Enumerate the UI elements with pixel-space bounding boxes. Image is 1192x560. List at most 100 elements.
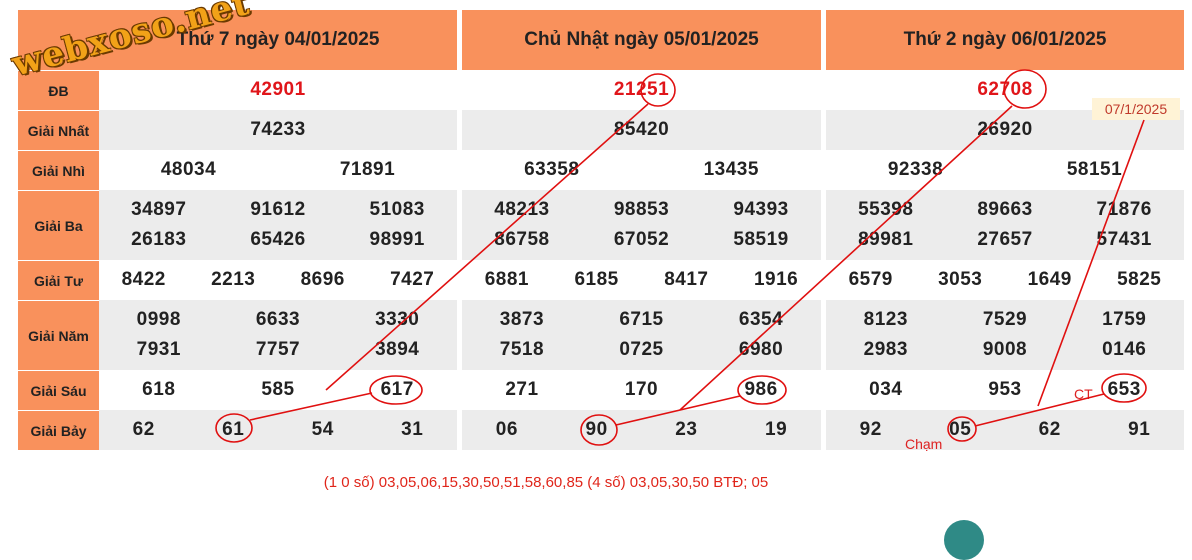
fifth-prize-number: 7931 <box>136 339 181 360</box>
fourth-prize-number: 6881 <box>484 269 530 290</box>
seventh-prize-number: 92 <box>859 419 882 440</box>
day-header: Thứ 2 ngày 06/01/2025 <box>826 10 1184 70</box>
second-prize-number: 13435 <box>703 159 759 180</box>
prize-label: Giải Nhì <box>18 150 99 190</box>
special-prize-number: 62708 <box>977 79 1033 100</box>
fifth-prize-number: 7757 <box>255 339 301 360</box>
fifth-prize-number: 6980 <box>738 339 784 360</box>
prediction-footer: (1 0 số) 03,05,06,15,30,50,51,58,60,85 (… <box>323 474 769 491</box>
third-prize-number: 86758 <box>494 229 550 250</box>
date-note: 07/1/2025 <box>1092 98 1180 120</box>
third-prize-number: 71876 <box>1096 199 1152 220</box>
fifth-prize-number: 6715 <box>619 309 664 330</box>
prize-label: Giải Nhất <box>18 110 99 150</box>
second-prize-number: 63358 <box>524 159 580 180</box>
seventh-prize-number: 23 <box>675 419 698 440</box>
first-prize-number: 85420 <box>613 119 670 140</box>
sixth-prize-number: 170 <box>624 379 659 400</box>
seventh-prize-number: 61 <box>222 419 245 440</box>
seventh-prize-number: 62 <box>1038 419 1061 440</box>
second-prize-number: 48034 <box>160 159 217 180</box>
fifth-prize-number: 9008 <box>982 339 1028 360</box>
fourth-prize-number: 8417 <box>664 269 709 290</box>
sixth-prize-number: 617 <box>380 379 414 400</box>
seventh-prize-number: 54 <box>311 419 334 440</box>
prize-label: Giải Ba <box>18 190 99 260</box>
fifth-prize-number: 3894 <box>375 339 420 360</box>
sixth-prize-number: 271 <box>505 379 539 400</box>
third-prize-number: 67052 <box>613 229 670 250</box>
prize-row-bg <box>99 150 457 190</box>
sixth-prize-number: 953 <box>988 379 1022 400</box>
first-prize-number: 74233 <box>250 119 306 140</box>
third-prize-number: 51083 <box>369 199 425 220</box>
seventh-prize-number: 62 <box>132 419 155 440</box>
fifth-prize-number: 6354 <box>738 309 784 330</box>
fifth-prize-number: 0725 <box>619 339 664 360</box>
special-prize-number: 21251 <box>613 79 670 100</box>
prize-label: Giải Năm <box>18 300 99 370</box>
fifth-prize-number: 3873 <box>499 309 545 330</box>
fourth-prize-number: 8696 <box>300 269 345 290</box>
third-prize-number: 89981 <box>858 229 914 250</box>
prize-label: Giải Sáu <box>18 370 99 410</box>
ct-label: CT <box>1074 386 1093 402</box>
prize-row-bg <box>462 150 821 190</box>
third-prize-number: 34897 <box>131 199 187 220</box>
fourth-prize-number: 6185 <box>574 269 619 290</box>
second-prize-number: 92338 <box>887 159 944 180</box>
fifth-prize-number: 7518 <box>499 339 545 360</box>
fifth-prize-number: 8123 <box>863 309 908 330</box>
prize-row-bg <box>826 150 1184 190</box>
day-header: Thứ 7 ngày 04/01/2025 <box>99 10 457 70</box>
third-prize-number: 91612 <box>250 199 306 220</box>
fifth-prize-number: 7529 <box>982 309 1028 330</box>
fifth-prize-number: 2983 <box>863 339 908 360</box>
day-header: Chủ Nhật ngày 05/01/2025 <box>462 10 821 70</box>
fifth-prize-number: 1759 <box>1102 309 1147 330</box>
prize-label: ĐB <box>18 70 99 110</box>
seventh-prize-number: 90 <box>585 419 608 440</box>
third-prize-number: 57431 <box>1096 229 1152 250</box>
third-prize-number: 98853 <box>613 199 670 220</box>
second-prize-number: 58151 <box>1066 159 1123 180</box>
prize-label: Giải Tư <box>18 260 99 300</box>
fourth-prize-number: 2213 <box>211 269 256 290</box>
fourth-prize-number: 5825 <box>1117 269 1162 290</box>
sixth-prize-number: 653 <box>1107 379 1141 400</box>
fifth-prize-number: 0998 <box>136 309 181 330</box>
fourth-prize-number: 8422 <box>121 269 166 290</box>
first-prize-number: 26920 <box>977 119 1033 140</box>
third-prize-number: 27657 <box>977 229 1033 250</box>
label-header-blank <box>18 10 99 70</box>
third-prize-number: 55398 <box>858 199 914 220</box>
third-prize-number: 26183 <box>131 229 187 250</box>
sixth-prize-number: 034 <box>869 379 903 400</box>
prize-label: Giải Bảy <box>18 410 99 450</box>
fifth-prize-number: 0146 <box>1102 339 1147 360</box>
seventh-prize-number: 31 <box>401 419 424 440</box>
fourth-prize-number: 6579 <box>848 269 893 290</box>
corner-logo-icon <box>944 520 984 560</box>
seventh-prize-number: 91 <box>1128 419 1151 440</box>
prize-row-bg <box>99 70 457 110</box>
fourth-prize-number: 1649 <box>1027 269 1072 290</box>
third-prize-number: 65426 <box>250 229 306 250</box>
sixth-prize-number: 986 <box>744 379 778 400</box>
fifth-prize-number: 6633 <box>255 309 301 330</box>
cham-label: Chạm <box>905 436 943 452</box>
sixth-prize-number: 618 <box>142 379 176 400</box>
fourth-prize-number: 7427 <box>390 269 435 290</box>
third-prize-number: 98991 <box>369 229 425 250</box>
third-prize-number: 94393 <box>733 199 789 220</box>
seventh-prize-number: 05 <box>949 419 972 440</box>
third-prize-number: 48213 <box>494 199 550 220</box>
fourth-prize-number: 3053 <box>938 269 983 290</box>
seventh-prize-number: 06 <box>495 419 518 440</box>
third-prize-number: 58519 <box>733 229 789 250</box>
second-prize-number: 71891 <box>339 159 396 180</box>
seventh-prize-number: 19 <box>765 419 788 440</box>
special-prize-number: 42901 <box>250 79 306 100</box>
sixth-prize-number: 585 <box>261 379 295 400</box>
fourth-prize-number: 1916 <box>753 269 799 290</box>
